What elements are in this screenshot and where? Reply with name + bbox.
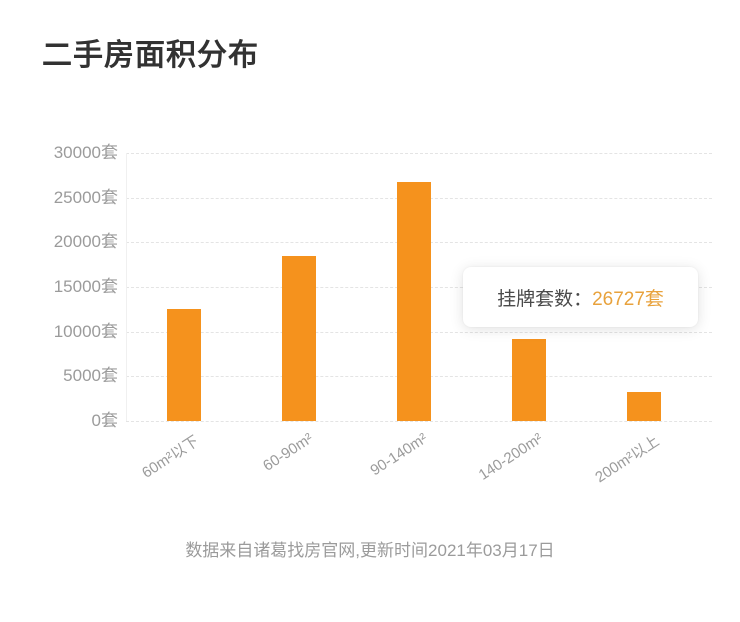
tooltip-value: 26727套 [592, 288, 664, 310]
y-axis-tick-label: 15000套 [53, 277, 118, 296]
data-source-note: 数据来自诸葛找房官网,更新时间2021年03月17日 [185, 541, 555, 560]
x-axis-tick-label: 60-90m² [259, 430, 316, 475]
y-axis-tick-label: 5000套 [63, 366, 118, 386]
y-axis-tick-label: 10000套 [53, 321, 118, 341]
x-axis-tick-label: 60m²以下 [139, 432, 203, 482]
y-axis-tick-label: 30000套 [53, 143, 118, 162]
y-axis-tick-label: 20000套 [53, 232, 118, 252]
gridline [126, 421, 712, 422]
x-axis-tick-label: 200m²以上 [592, 432, 663, 487]
chart-bar[interactable] [626, 392, 661, 421]
page-title: 二手房面积分布 [42, 39, 259, 72]
y-axis-tick-label: 25000套 [53, 187, 118, 207]
x-axis-tick-label: 90-140m² [367, 430, 431, 480]
gridline [126, 153, 712, 154]
tooltip-label: 挂牌套数： [497, 288, 593, 310]
tooltip: 挂牌套数： 26727套 [463, 267, 698, 327]
x-axis-tick-label: 140-200m² [475, 430, 546, 484]
chart-bar[interactable] [396, 182, 431, 421]
chart-bar[interactable] [281, 255, 316, 421]
y-axis-line [126, 153, 127, 421]
chart-bar[interactable] [511, 338, 546, 421]
chart-bar[interactable] [166, 309, 201, 421]
y-axis-tick-label: 0套 [91, 411, 118, 430]
